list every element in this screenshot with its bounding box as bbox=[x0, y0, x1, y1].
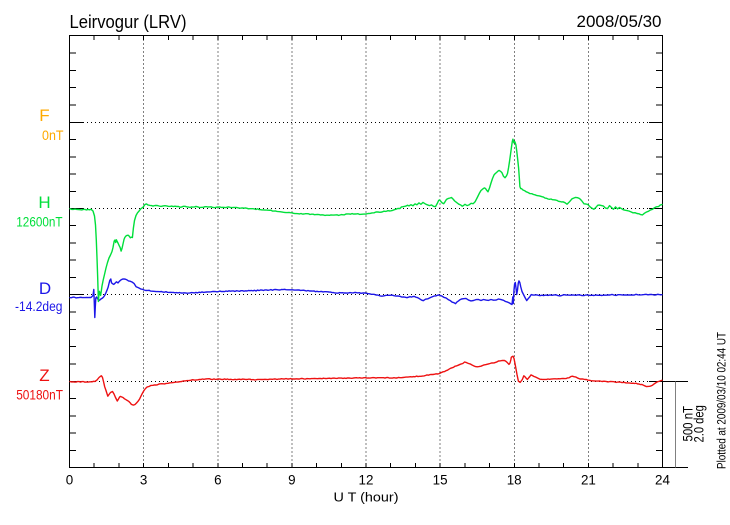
svg-text:0: 0 bbox=[66, 473, 73, 488]
svg-text:Leirvogur (LRV): Leirvogur (LRV) bbox=[70, 11, 187, 32]
svg-text:21: 21 bbox=[581, 473, 596, 488]
svg-text:50180nT: 50180nT bbox=[16, 388, 63, 403]
svg-text:2.0 deg: 2.0 deg bbox=[692, 405, 707, 442]
svg-text:500 nT: 500 nT bbox=[681, 406, 696, 442]
svg-text:24: 24 bbox=[655, 473, 670, 488]
svg-text:-14.2deg: -14.2deg bbox=[15, 299, 63, 314]
svg-text:H: H bbox=[38, 193, 50, 212]
svg-text:15: 15 bbox=[433, 473, 448, 488]
svg-text:9: 9 bbox=[288, 473, 295, 488]
svg-text:0nT: 0nT bbox=[42, 128, 64, 143]
svg-text:2008/05/30: 2008/05/30 bbox=[577, 12, 662, 31]
svg-text:D: D bbox=[39, 279, 51, 298]
svg-text:U T (hour): U T (hour) bbox=[334, 490, 399, 505]
svg-text:Plotted at 2009/03/10 02:44 UT: Plotted at 2009/03/10 02:44 UT bbox=[717, 332, 729, 469]
svg-text:18: 18 bbox=[507, 473, 522, 488]
svg-text:12600nT: 12600nT bbox=[16, 215, 62, 230]
svg-text:F: F bbox=[39, 106, 49, 125]
svg-text:3: 3 bbox=[140, 473, 147, 488]
svg-text:6: 6 bbox=[214, 473, 221, 488]
svg-text:Z: Z bbox=[39, 366, 49, 385]
svg-text:12: 12 bbox=[359, 473, 374, 488]
